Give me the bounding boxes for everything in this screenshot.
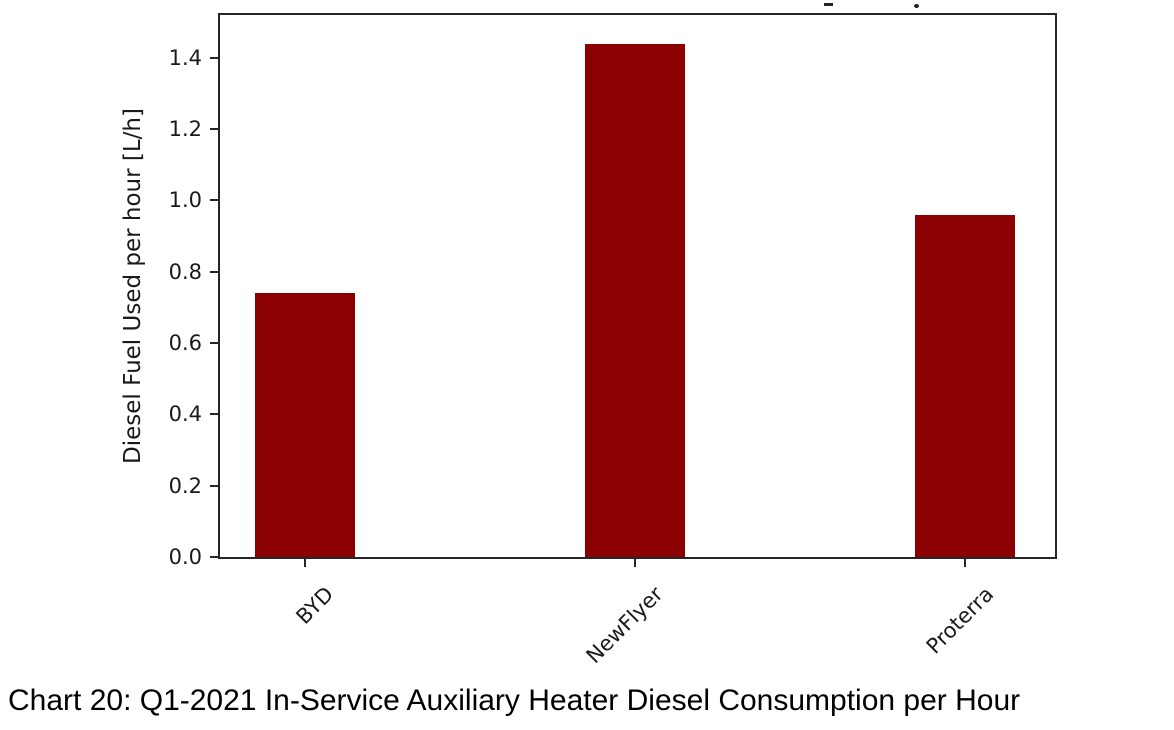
chart-caption: Chart 20: Q1-2021 In-Service Auxiliary H…: [8, 684, 1021, 717]
cropped-text-artifact-2: [914, 4, 919, 8]
y-tick-label: 1.2: [168, 117, 202, 142]
bar-byd: [255, 293, 355, 557]
y-tick-mark: [210, 413, 218, 416]
bar-proterra: [915, 215, 1015, 557]
x-tick-mark: [304, 559, 306, 567]
y-tick-label: 0.2: [168, 473, 202, 498]
y-tick-label: 1.0: [168, 188, 202, 213]
x-tick-mark: [964, 559, 966, 567]
y-tick-mark: [210, 556, 218, 558]
y-tick-mark: [210, 484, 218, 487]
y-tick-label: 0.6: [168, 331, 202, 356]
x-tick-label-byd: BYD: [291, 582, 338, 629]
x-tick-label-proterra: Proterra: [921, 582, 998, 659]
y-tick-mark: [210, 128, 218, 131]
x-tick-mark: [634, 559, 636, 567]
x-tick-label-newflyer: NewFlyer: [581, 582, 668, 669]
y-tick-label: 0.4: [168, 402, 202, 427]
plot-area: [218, 13, 1057, 559]
bar-newflyer: [585, 44, 685, 557]
cropped-text-artifact-1: [824, 3, 833, 6]
y-tick-label: 1.4: [168, 45, 202, 70]
y-tick-mark: [210, 56, 218, 59]
y-tick-label: 0.8: [168, 259, 202, 284]
y-tick-mark: [210, 270, 218, 273]
y-axis-title: Diesel Fuel Used per hour [L/h]: [120, 108, 146, 464]
y-tick-mark: [210, 199, 218, 202]
y-tick-label: 0.0: [168, 545, 202, 569]
y-tick-mark: [210, 342, 218, 345]
